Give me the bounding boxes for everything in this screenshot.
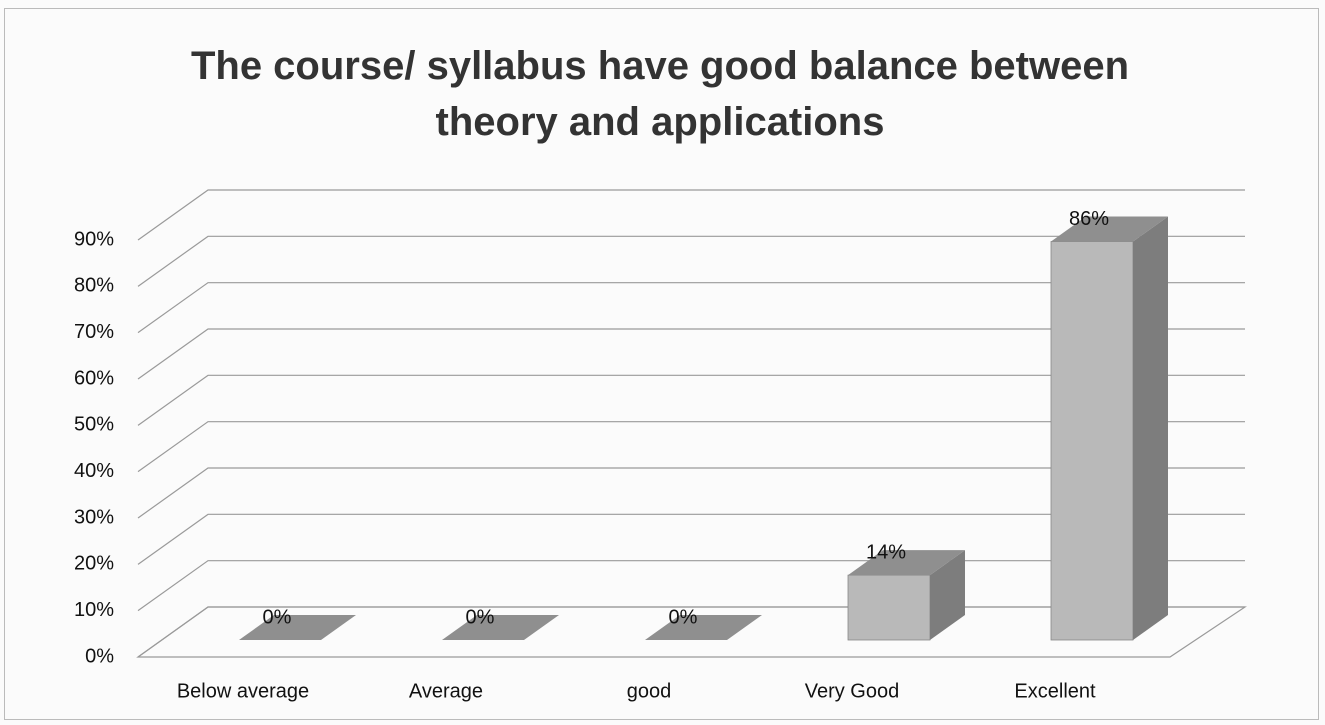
x-tick-label: Excellent [1014, 680, 1096, 702]
bar-front [1050, 241, 1134, 641]
bar-side [1133, 216, 1168, 641]
bar-front [847, 574, 931, 641]
y-tick-label: 10% [74, 599, 114, 621]
data-label: 0% [669, 606, 698, 628]
y-tick-label: 0% [85, 645, 114, 667]
bar [442, 615, 559, 640]
data-label: 0% [466, 606, 495, 628]
data-label: 86% [1069, 208, 1109, 230]
bar [1050, 216, 1168, 641]
grid-line [137, 328, 1245, 380]
x-tick-label: Very Good [805, 680, 900, 702]
chart-title: The course/ syllabus have good balance b… [190, 44, 1130, 144]
bar [239, 615, 356, 640]
bar-top [442, 615, 559, 640]
y-tick-label: 60% [74, 367, 114, 389]
grid-line [137, 235, 1245, 287]
y-tick-label: 70% [74, 321, 114, 343]
frame [4, 8, 1319, 720]
data-label: 0% [263, 606, 292, 628]
bar-top [239, 615, 356, 640]
bar-top [848, 550, 965, 576]
bar-top [645, 615, 762, 640]
bar-side [930, 550, 965, 640]
bar-top [1051, 216, 1168, 242]
grid-line [137, 189, 1245, 241]
y-tick-label: 40% [74, 460, 114, 482]
x-tick-label: Average [409, 680, 483, 702]
grid-line [137, 513, 1245, 565]
data-label: 14% [866, 541, 906, 563]
grid-line [137, 374, 1245, 426]
grid-line [137, 421, 1245, 473]
grid-line [137, 282, 1245, 334]
y-tick-label: 30% [74, 506, 114, 528]
y-tick-label: 80% [74, 275, 114, 297]
x-tick-label: Below average [177, 680, 309, 702]
grid-line [137, 467, 1245, 519]
x-tick-label: good [627, 680, 672, 702]
y-tick-label: 20% [74, 553, 114, 575]
y-tick-label: 50% [74, 414, 114, 436]
bar [645, 615, 762, 640]
y-tick-label: 90% [74, 228, 114, 250]
bar [847, 550, 965, 641]
